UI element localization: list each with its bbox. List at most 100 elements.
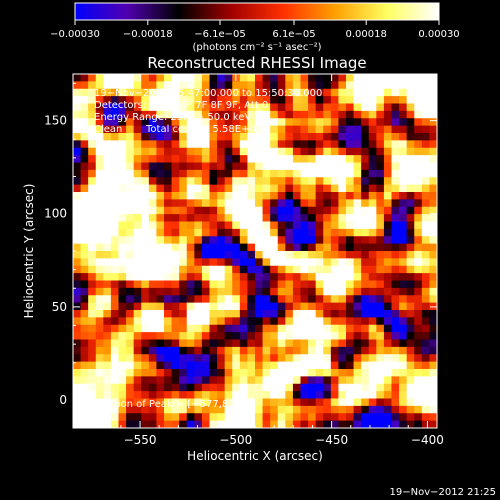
heatmap-cell: [103, 317, 112, 326]
heatmap-cell: [194, 332, 203, 340]
heatmap-cell: [315, 332, 324, 340]
heatmap-cell: [88, 243, 97, 252]
heatmap-cell: [186, 251, 195, 259]
heatmap-cell: [323, 243, 332, 252]
heatmap-cell: [346, 273, 355, 281]
heatmap-cell: [414, 251, 423, 259]
heatmap-cell: [80, 125, 89, 134]
heatmap-cell: [285, 155, 294, 163]
heatmap-cell: [118, 391, 127, 399]
heatmap-cell: [186, 228, 195, 237]
heatmap-cell: [224, 81, 233, 90]
heatmap-cell: [164, 221, 173, 230]
heatmap-cell: [429, 155, 438, 163]
heatmap-cell: [194, 133, 203, 141]
heatmap-cell: [368, 169, 377, 178]
heatmap-cell: [224, 177, 233, 186]
heatmap-cell: [179, 96, 188, 104]
heatmap-cell: [346, 110, 355, 119]
heatmap-cell: [338, 265, 347, 274]
heatmap-cell: [277, 169, 286, 178]
heatmap-cell: [179, 103, 188, 112]
heatmap-cell: [353, 199, 362, 208]
heatmap-cell: [376, 206, 385, 215]
heatmap-cell: [391, 280, 400, 289]
heatmap-cell: [361, 346, 370, 355]
heatmap-cell: [308, 339, 317, 348]
heatmap-cell: [414, 302, 423, 311]
heatmap-cell: [270, 228, 279, 237]
heatmap-cell: [338, 383, 347, 392]
heatmap-cell: [308, 228, 317, 237]
heatmap-cell: [255, 391, 264, 399]
heatmap-cell: [383, 251, 392, 259]
heatmap-cell: [361, 420, 370, 429]
heatmap-cell: [95, 110, 104, 119]
heatmap-cell: [421, 346, 430, 355]
heatmap-cell: [239, 147, 248, 156]
heatmap-cell: [148, 391, 157, 399]
heatmap-cell: [133, 398, 142, 407]
heatmap-cell: [376, 236, 385, 245]
heatmap-cell: [201, 228, 210, 237]
heatmap-cell: [429, 243, 438, 252]
heatmap-cell: [118, 169, 127, 178]
heatmap-cell: [224, 324, 233, 333]
heatmap-cell: [338, 110, 347, 119]
heatmap-cell: [232, 199, 241, 208]
heatmap-cell: [376, 310, 385, 318]
heatmap-cell: [330, 405, 339, 414]
heatmap-cell: [239, 74, 248, 82]
heatmap-cell: [308, 398, 317, 407]
heatmap-cell: [164, 391, 173, 399]
heatmap-cell: [88, 420, 97, 429]
heatmap-cell: [285, 354, 294, 363]
heatmap-cell: [201, 295, 210, 304]
colorbar-ticks: −0.00030 −0.00018 −6.1e−05 6.1e−05 0.00018 0.…: [50, 20, 460, 40]
heatmap-cell: [141, 317, 150, 326]
heatmap-cell: [95, 376, 104, 385]
heatmap-cell: [186, 88, 195, 97]
heatmap-cell: [194, 258, 203, 267]
heatmap-cell: [88, 118, 97, 127]
heatmap-cell: [103, 147, 112, 156]
heatmap-cell: [315, 206, 324, 215]
heatmap-cell: [217, 280, 226, 289]
heatmap-cell: [270, 354, 279, 363]
heatmap-cell: [338, 103, 347, 112]
heatmap-cell: [141, 214, 150, 222]
heatmap-cell: [133, 251, 142, 259]
heatmap-cell: [164, 147, 173, 156]
heatmap-cell: [376, 273, 385, 281]
heatmap-cell: [126, 280, 135, 289]
heatmap-cell: [224, 110, 233, 119]
heatmap-cell: [292, 199, 301, 208]
heatmap-cell: [118, 324, 127, 333]
heatmap-cell: [171, 125, 180, 134]
heatmap-cell: [148, 221, 157, 230]
heatmap-cell: [201, 265, 210, 274]
heatmap-cell: [315, 413, 324, 422]
heatmap-cell: [73, 155, 82, 163]
heatmap-cell: [209, 125, 218, 134]
heatmap-cell: [201, 103, 210, 112]
heatmap-cell: [209, 339, 218, 348]
heatmap-cell: [73, 339, 82, 348]
heatmap-cell: [315, 110, 324, 119]
heatmap-cell: [232, 192, 241, 200]
heatmap-cell: [239, 302, 248, 311]
heatmap-cell: [201, 361, 210, 370]
heatmap-cell: [141, 339, 150, 348]
heatmap-cell: [164, 96, 173, 104]
heatmap-cell: [133, 110, 142, 119]
heatmap-cell: [308, 103, 317, 112]
heatmap-cell: [255, 243, 264, 252]
heatmap-cell: [194, 177, 203, 186]
heatmap-cell: [141, 228, 150, 237]
heatmap-cell: [88, 295, 97, 304]
heatmap-cell: [239, 317, 248, 326]
heatmap-cell: [232, 391, 241, 399]
heatmap-cell: [323, 324, 332, 333]
heatmap-cell: [292, 258, 301, 267]
heatmap-cell: [103, 405, 112, 414]
